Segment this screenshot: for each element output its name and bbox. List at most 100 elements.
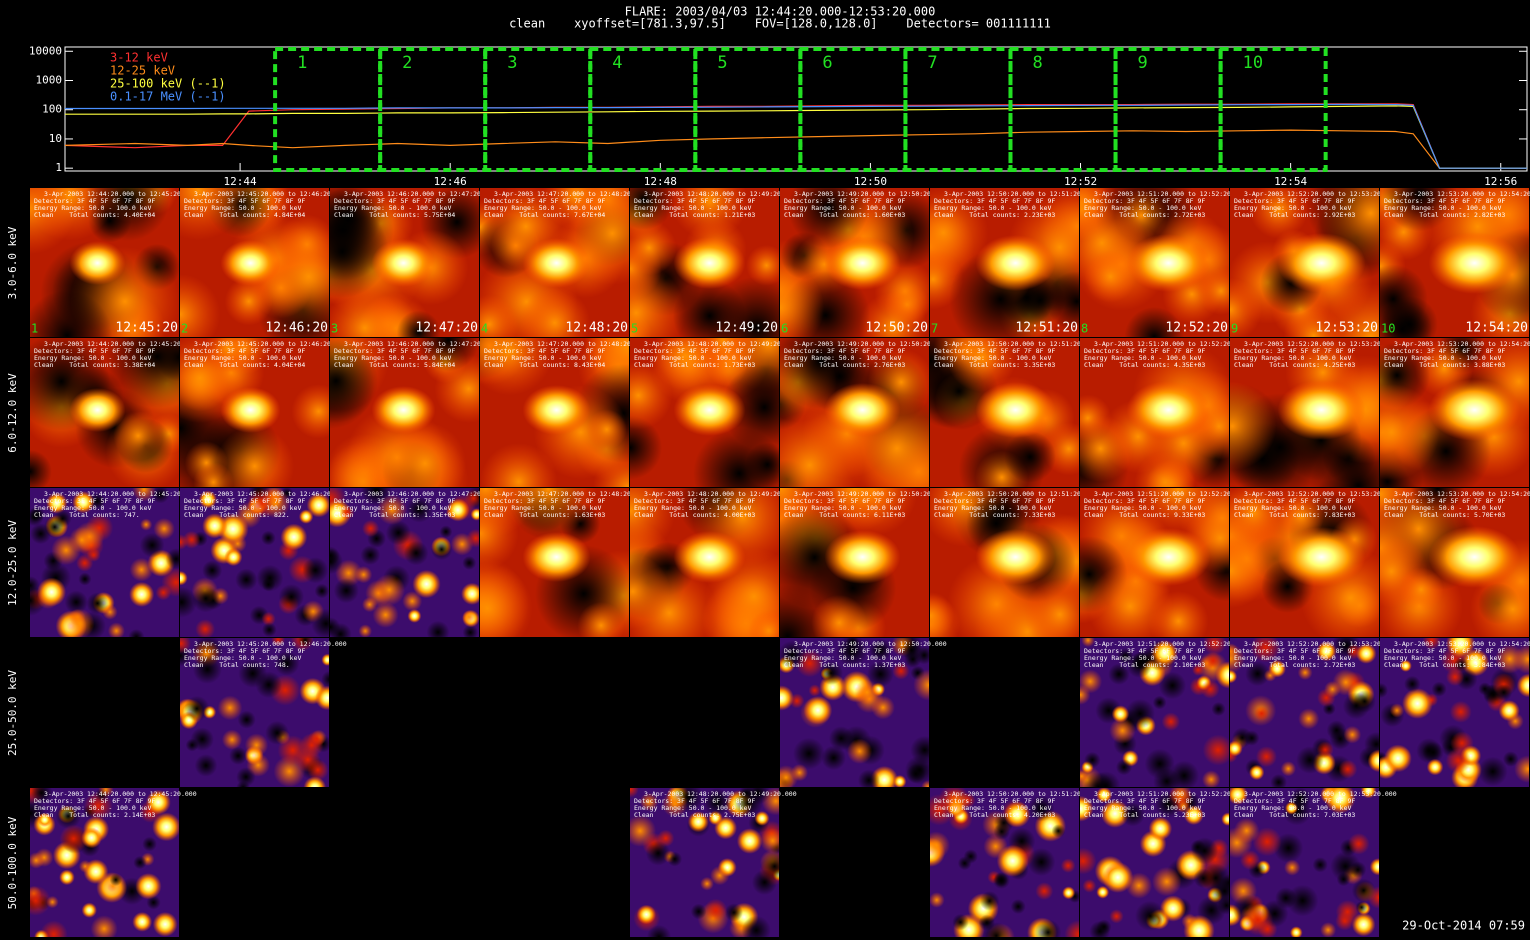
image-blob	[372, 601, 399, 628]
image-blob	[738, 788, 754, 801]
panel-energy: Energy Range: 50.0 - 100.0 keV	[1234, 354, 1351, 362]
image-blob	[1410, 488, 1465, 516]
image-blob	[1514, 755, 1529, 783]
panel-detectors: Detectors: 3F 4F 5F 6F 7F 8F 9F	[484, 197, 605, 205]
image-panel	[180, 188, 329, 337]
image-blob	[280, 523, 308, 551]
image-blob	[1096, 885, 1110, 899]
image-blob	[630, 415, 663, 480]
image-blob	[161, 567, 179, 597]
image-blob	[963, 849, 978, 864]
panel-energy: Energy Range: 50.0 - 100.0 keV	[634, 354, 751, 362]
image-blob	[672, 279, 747, 337]
image-blob	[724, 903, 743, 922]
image-blob	[821, 745, 847, 771]
image-blob	[1338, 759, 1358, 779]
image-panel	[630, 338, 779, 487]
image-source	[1428, 379, 1521, 441]
panel-energy: Energy Range: 50.0 - 100.0 keV	[1234, 504, 1351, 512]
image-blob	[1111, 705, 1130, 723]
image-blob	[107, 622, 125, 637]
image-blob	[1034, 919, 1062, 937]
image-blob	[630, 554, 671, 629]
image-blob	[1010, 898, 1026, 915]
panel-counts: Clean Total counts: 2.23E+03	[934, 211, 1055, 219]
interval-box	[483, 47, 593, 172]
image-blob	[943, 789, 970, 816]
panel-detectors: Detectors: 3F 4F 5F 6F 7F 8F 9F	[1384, 347, 1505, 355]
image-blob	[315, 685, 329, 711]
image-source	[975, 235, 1056, 291]
interval-label: 10	[1243, 53, 1263, 73]
panel-detectors: Detectors: 3F 4F 5F 6F 7F 8F 9F	[334, 197, 455, 205]
image-blob	[86, 592, 109, 615]
image-panel	[1380, 338, 1529, 487]
panel-counts: Clean Total counts: 5.23E+03	[1084, 811, 1205, 819]
panel-counts: Clean Total counts: 8.43E+04	[484, 361, 605, 369]
interval-box	[1008, 47, 1118, 172]
image-blob	[787, 188, 869, 249]
image-blob	[630, 188, 675, 230]
image-blob	[128, 628, 145, 637]
image-blob	[1289, 926, 1303, 937]
panel-detectors: Detectors: 3F 4F 5F 6F 7F 8F 9F	[1084, 647, 1205, 655]
panel-energy: Energy Range: 50.0 - 100.0 keV	[1084, 354, 1201, 362]
image-blob	[224, 548, 243, 567]
image-source	[975, 529, 1056, 585]
image-blob	[446, 498, 470, 522]
panel-detectors: Detectors: 3F 4F 5F 6F 7F 8F 9F	[634, 347, 755, 355]
image-panel	[630, 488, 779, 637]
image-blob	[857, 769, 880, 787]
legend-entry: 0.1-17 MeV (--1)	[110, 90, 226, 104]
image-blob	[1263, 669, 1277, 682]
image-blob	[129, 581, 155, 607]
panel-time-range: 3-Apr-2003 12:52:20.000 to 12:53:20.000	[1244, 790, 1397, 798]
image-source	[824, 383, 901, 437]
image-blob	[373, 573, 406, 606]
panel-counts: Clean Total counts: 7.33E+03	[934, 511, 1055, 519]
image-blob	[180, 570, 188, 586]
image-blob	[152, 911, 178, 937]
panel-detectors: Detectors: 3F 4F 5F 6F 7F 8F 9F	[1084, 197, 1205, 205]
image-blob	[217, 695, 243, 721]
image-blob	[1249, 764, 1265, 781]
panel-energy: Energy Range: 50.0 - 100.0 keV	[34, 354, 151, 362]
image-blob	[198, 490, 217, 509]
image-blob	[142, 836, 157, 852]
panel-time-range: 3-Apr-2003 12:51:20.000 to 12:52:20.000	[1094, 490, 1247, 498]
image-blob	[105, 338, 179, 408]
image-blob	[1324, 788, 1356, 814]
panel-detectors: Detectors: 3F 4F 5F 6F 7F 8F 9F	[784, 197, 905, 205]
image-blob	[184, 695, 210, 722]
image-blob	[1230, 669, 1238, 684]
image-blob	[416, 338, 479, 372]
image-panel	[30, 338, 179, 487]
series-line	[65, 105, 1527, 169]
image-source	[220, 240, 281, 286]
y-tick-label: 1000	[36, 73, 63, 86]
x-tick-label: 12:56	[1484, 175, 1517, 188]
image-blob	[244, 733, 269, 757]
image-blob	[113, 410, 163, 461]
image-blob	[1384, 744, 1412, 773]
panel-energy: Energy Range: 50.0 - 100.0 keV	[934, 804, 1051, 812]
image-blob	[407, 609, 422, 623]
image-blob	[40, 920, 68, 937]
image-blob	[402, 591, 423, 612]
panel-energy: Energy Range: 50.0 - 100.0 keV	[1234, 804, 1351, 812]
row-label: 12.0-25.0 keV	[6, 520, 19, 606]
panel-time-range: 3-Apr-2003 12:49:20.000 to 12:50:20.000	[794, 340, 947, 348]
image-source	[975, 382, 1056, 438]
image-panel	[780, 488, 929, 637]
panel-index: 7	[931, 322, 938, 336]
image-blob	[180, 273, 221, 337]
image-blob	[1209, 876, 1229, 906]
image-blob	[1449, 700, 1472, 723]
panel-counts: Clean Total counts: 2.72E+03	[1084, 211, 1205, 219]
panel-time-range: 3-Apr-2003 12:49:20.000 to 12:50:20.000	[794, 640, 947, 648]
panel-detectors: Detectors: 3F 4F 5F 6F 7F 8F 9F	[1234, 197, 1355, 205]
image-panel	[1080, 638, 1229, 787]
image-blob	[1134, 900, 1166, 932]
image-blob	[1431, 681, 1447, 697]
image-blob	[1513, 644, 1529, 674]
